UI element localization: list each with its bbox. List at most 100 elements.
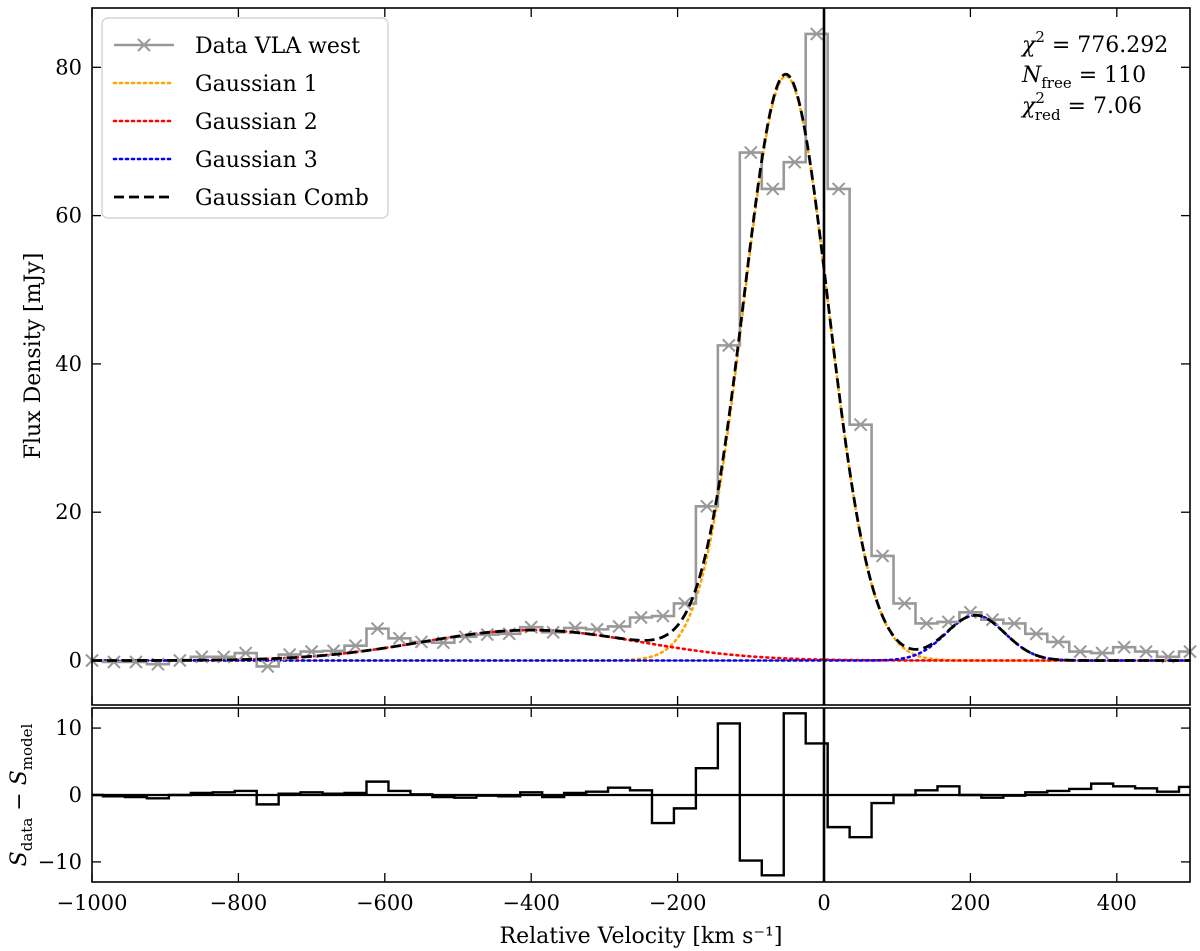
- data-point: [392, 631, 407, 645]
- main-plot: 0 20 40 60 80 Flux Density [mJy] Data VLA we…: [21, 7, 1197, 706]
- data-point: [612, 619, 626, 634]
- residual-xtick-label: 0: [817, 891, 830, 915]
- residual-ytick-label: −10: [38, 850, 82, 874]
- legend-label-gaussian-3: Gaussian 3: [195, 148, 318, 173]
- data-point-stroke-b: [1051, 635, 1065, 649]
- data-point-stroke-b: [1007, 616, 1022, 631]
- residual-xlabel: Relative Velocity [km s⁻¹]: [500, 924, 783, 949]
- residual-xtick-label: −800: [210, 891, 268, 915]
- data-point-stroke-b: [282, 647, 297, 662]
- residual-ylabel: Sdata − Smodel: [7, 723, 36, 866]
- data-point-stroke-b: [173, 653, 187, 668]
- legend-label-gaussian-2: Gaussian 2: [195, 110, 318, 135]
- data-point: [766, 182, 780, 196]
- data-point: [853, 418, 868, 432]
- data-point: [1029, 627, 1043, 641]
- data-point-stroke-b: [1139, 644, 1153, 659]
- data-point-stroke-b: [985, 613, 1000, 627]
- data-point-stroke-b: [458, 630, 473, 644]
- legend-box: [101, 17, 389, 219]
- data-point-stroke-b: [766, 182, 780, 196]
- residual-xtick-label: −200: [649, 891, 707, 915]
- data-point: [129, 655, 143, 669]
- data-point: [788, 155, 802, 169]
- data-point: [1139, 644, 1153, 659]
- data-point: [831, 182, 846, 196]
- data-point-stroke-b: [809, 27, 824, 41]
- data-point-stroke-b: [546, 625, 560, 640]
- main-ylabel: Flux Density [mJy]: [21, 253, 46, 460]
- stat-nfree: Nfree = 110: [1021, 63, 1146, 92]
- stat-chi2: χ2 = 776.292: [1020, 28, 1168, 58]
- data-point: [370, 621, 385, 636]
- data-point: [722, 338, 736, 353]
- data-point-stroke-b: [107, 655, 121, 669]
- residual-axes-frame: [91, 707, 1191, 883]
- residual-curves: [92, 708, 1190, 882]
- data-point: [678, 596, 692, 611]
- residual-step-line: [92, 712, 1190, 877]
- data-point: [1095, 646, 1109, 660]
- data-point: [480, 627, 494, 642]
- legend-samples: [112, 38, 176, 199]
- data-point-stroke-b: [831, 182, 846, 196]
- data-point: [348, 638, 363, 653]
- data-point-stroke-b: [1029, 627, 1043, 641]
- data-point: [656, 609, 670, 623]
- data-point-stroke-b: [239, 646, 253, 660]
- legend-label-gaussian-1: Gaussian 1: [195, 72, 318, 97]
- main-tick-labels: 0 20 40 60 80: [55, 55, 82, 672]
- data-point: [744, 145, 758, 160]
- gaussian-comb-curve: [92, 72, 1190, 662]
- data-point: [546, 625, 560, 640]
- data-point: [634, 610, 648, 625]
- residual-tick-labels: −1000 −800 −600 −400 −200 0 200 400 −10 0 10: [38, 716, 1137, 915]
- main-ytick-label: 60: [55, 204, 82, 228]
- data-point-stroke-b: [897, 596, 912, 611]
- data-point-stroke-b: [744, 145, 758, 160]
- data-point-stroke-b: [260, 659, 275, 674]
- residual-xtick-label: 200: [950, 891, 990, 915]
- data-point: [173, 653, 187, 668]
- data-point-stroke-b: [129, 655, 143, 669]
- legend: Data VLA west Gaussian 1 Gaussian 2 Gaus…: [101, 17, 389, 219]
- residual-xtick-label: −400: [502, 891, 560, 915]
- data-point-stroke-b: [678, 596, 692, 611]
- data-point-stroke-b: [480, 627, 494, 642]
- fit-stats: χ2 = 776.292 Nfree = 110 χ2 red = 7.06: [1020, 28, 1168, 124]
- data-point-stroke-b: [941, 615, 956, 629]
- gaussian-3-curve: [90, 613, 1192, 662]
- data-point: [107, 655, 121, 669]
- data-point: [985, 613, 1000, 627]
- data-point: [809, 27, 824, 41]
- legend-label-gaussian-comb: Gaussian Comb: [195, 186, 369, 211]
- residual-plot: −1000 −800 −600 −400 −200 0 200 400 −10 0 10 Sdata…: [7, 707, 1191, 949]
- data-point-stroke-b: [1095, 646, 1109, 660]
- data-point-stroke-b: [788, 155, 802, 169]
- main-curves: [85, 8, 1197, 705]
- data-point-stroke-b: [392, 631, 407, 645]
- residual-xtick-label: 400: [1097, 891, 1137, 915]
- residual-xtick-label: −1000: [56, 891, 127, 915]
- legend-label-data: Data VLA west: [195, 34, 360, 59]
- residual-ytick-label: 10: [55, 716, 82, 740]
- data-point-stroke-b: [919, 616, 934, 631]
- data-point-stroke-b: [1073, 644, 1087, 659]
- main-axes-frame: [91, 7, 1191, 706]
- data-point: [1007, 616, 1022, 631]
- legend-sample-0: [114, 38, 174, 52]
- main-ytick-label: 40: [55, 352, 82, 376]
- data-point: [458, 630, 473, 644]
- data-point-stroke-b: [370, 621, 385, 636]
- main-ytick-label: 0: [69, 649, 82, 673]
- residual-ytick-label: 0: [69, 783, 82, 807]
- data-point: [919, 616, 934, 631]
- data-point-stroke-b: [348, 638, 363, 653]
- data-point: [875, 549, 890, 563]
- data-point-stroke-b: [656, 609, 670, 623]
- data-point: [1051, 635, 1065, 649]
- stat-chi2-red: χ2 red = 7.06: [1020, 89, 1142, 124]
- data-point: [239, 646, 253, 660]
- data-point-stroke-b: [700, 499, 714, 513]
- data-point: [700, 499, 714, 513]
